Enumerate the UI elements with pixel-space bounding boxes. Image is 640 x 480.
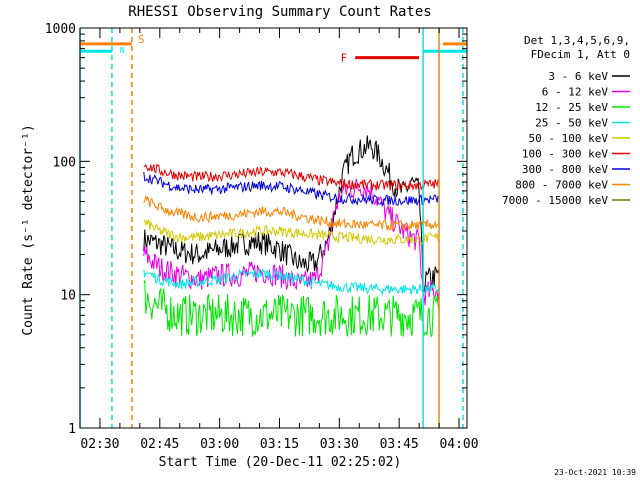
y-axis: 1 10 100 1000 — [45, 22, 467, 437]
legend-entry-label: 25 - 50 keV — [535, 117, 608, 130]
legend-entry-label: 800 - 7000 keV — [515, 179, 608, 192]
x-tick-label: 03:45 — [380, 437, 419, 452]
y-tick-label: 1 — [68, 422, 76, 437]
series-line — [143, 267, 440, 297]
footer-timestamp: 23-Oct-2021 10:39 — [554, 468, 636, 477]
x-tick-label: 03:00 — [200, 437, 239, 452]
legend-entry-label: 7000 - 15000 keV — [502, 194, 608, 207]
legend-entry-label: 6 - 12 keV — [542, 86, 609, 99]
y-axis-label: Count Rate (s⁻¹ detector⁻¹) — [21, 124, 36, 335]
flare-label: F — [341, 52, 348, 65]
series-line — [143, 194, 440, 232]
series-line — [143, 218, 440, 246]
chart-title: RHESSI Observing Summary Count Rates — [128, 4, 431, 20]
series-line — [143, 171, 440, 207]
series-line — [143, 135, 440, 294]
legend-entry-label: 100 - 300 keV — [522, 148, 608, 161]
legend: Det 1,3,4,5,6,9, FDecim 1, Att 0 3 - 6 k… — [502, 34, 630, 207]
series-line — [143, 163, 440, 192]
legend-header-line-2: FDecim 1, Att 0 — [531, 48, 630, 61]
x-axis: 02:30 02:45 03:00 03:15 03:30 03:45 04:00 — [79, 28, 479, 452]
x-tick-label: 03:30 — [320, 437, 359, 452]
saa-label: S — [138, 33, 145, 46]
legend-entry-label: 3 - 6 keV — [548, 70, 608, 83]
plot-frame — [79, 27, 468, 429]
legend-entry-label: 300 - 800 keV — [522, 163, 608, 176]
y-tick-label: 1000 — [45, 22, 76, 37]
legend-entry-label: 12 - 25 keV — [535, 101, 608, 114]
night-label: N — [120, 46, 125, 55]
x-tick-label: 03:15 — [260, 437, 299, 452]
plot-area: N S F — [79, 28, 467, 428]
series-line — [143, 279, 440, 338]
y-tick-label: 100 — [53, 155, 76, 170]
legend-header-line-1: Det 1,3,4,5,6,9, — [524, 34, 630, 47]
legend-entry-label: 50 - 100 keV — [529, 132, 609, 145]
x-tick-label: 04:00 — [439, 437, 478, 452]
x-tick-label: 02:45 — [140, 437, 179, 452]
x-axis-label: Start Time (20-Dec-11 02:25:02) — [159, 455, 402, 470]
y-tick-label: 10 — [60, 289, 76, 304]
x-tick-label: 02:30 — [80, 437, 119, 452]
